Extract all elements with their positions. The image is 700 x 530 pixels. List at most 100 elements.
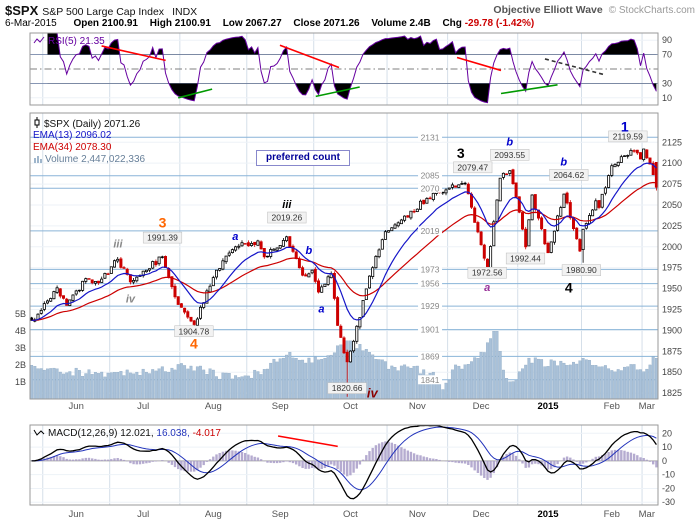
wave-annotation: 4 [565,280,573,296]
candlesticks [30,148,658,397]
price-value-label: 1972.56 [472,268,503,278]
price-panel: 2125 2100 2075 2050 2025 2000 1975 1950 1925 1900… [15,112,682,401]
header-right: Objective Elliott Wave © StockCharts.com [493,4,695,16]
rsi-panel: 90 70 30 10 [29,32,672,106]
ema13-line [31,162,657,321]
preferred-count-label: preferred count [256,150,350,166]
quote-change: Chg -29.78 (-1.42%) [442,18,535,29]
price-value-label: 1980.90 [566,265,597,275]
rsi-trendline [101,45,166,62]
exchange-label: INDX [172,6,198,18]
wave-annotation: a [318,304,324,316]
price-axis-label: 2100 [662,158,682,168]
volume-axis-label: 2B [15,360,26,370]
rsi-axis-label: 70 [662,50,672,60]
quote-volume: Volume 2.4B [371,18,431,29]
wave-annotation: a [232,231,238,243]
oew-pivot-label: 2085 [421,171,440,181]
candlestick-icon [33,117,41,131]
month-label: Aug [205,401,222,412]
price-axis-label: 1950 [662,284,682,294]
price-value-label: 1992.44 [510,254,541,264]
quote-high: High 2100.91 [149,18,211,29]
price-axis-label: 2075 [662,179,682,189]
price-axis-label: 2025 [662,221,682,231]
rsi-trendline [279,44,340,69]
wave-annotation: b [305,245,312,257]
oew-pivot-label: 1841 [421,375,440,385]
wave-annotation: 3 [457,145,465,161]
price-axis-label: 1825 [662,388,682,398]
rsi-axis-label: 10 [662,93,672,103]
price-axis-label: 2050 [662,200,682,210]
price-value-label: 1820.66 [332,383,363,393]
price-axis-label: 1900 [662,325,682,335]
month-label: Mar [639,509,655,520]
oew-pivot-label: 1869 [421,351,440,361]
month-label: Oct [343,509,358,520]
month-label: Mar [639,401,655,412]
macd-axis-label: -30 [662,497,675,507]
oew-pivot-label: 1929 [421,301,440,311]
rsi-line-icon [33,36,45,48]
volume-bars-icon [33,154,42,166]
oew-pivot-label: 2019 [421,226,440,236]
wave-annotation: 3 [159,214,167,230]
wave-annotation: a [484,282,490,294]
price-value-label: 1904.78 [179,326,210,336]
macd-trendline [277,435,338,448]
month-label: Feb [604,401,620,412]
price-axis-label: 2000 [662,242,682,252]
rsi-oversold-fill [129,83,657,103]
price-value-label: 2093.55 [494,150,525,160]
ticker-symbol: $SPX [5,3,39,18]
wave-annotation: 4 [190,336,198,352]
macd-line-icon [33,428,45,440]
month-label: Oct [343,401,358,412]
month-label: Nov [409,401,426,412]
volume-axis-label: 5B [15,309,26,319]
price-value-label: 2019.26 [271,213,302,223]
volume-axis-label: 1B [15,377,26,387]
month-label: Nov [409,509,426,520]
macd-signal-line [31,426,657,491]
rsi-overbought-fill [47,33,657,55]
oew-pivot-label: 2131 [421,132,440,142]
price-axis-label: 1850 [662,367,682,377]
rsi-axis-label: 90 [662,35,672,45]
macd-axis-label: -20 [662,483,675,493]
month-label: 2015 [537,509,559,520]
month-label: Dec [473,401,490,412]
rsi-trendline [544,58,605,76]
price-axis-label: 1875 [662,346,682,356]
ema34-legend: EMA(34) 2078.30 [33,142,112,153]
price-value-label: 2079.47 [457,162,488,172]
rsi-axis-label: 30 [662,78,672,88]
month-label: Jul [137,509,149,520]
rsi-legend: RSI(5) 21.35 [33,36,105,48]
volume-axis-label: 4B [15,326,26,336]
macd-axis-label: 0 [662,456,667,466]
wave-annotation: b [506,136,513,148]
price-legend: $SPX (Daily) 2071.26 [33,117,140,131]
month-label: Jul [137,401,149,412]
rsi-trendline [500,84,558,95]
month-label: 2015 [537,401,559,412]
price-axis-label: 2125 [662,137,682,147]
macd-panel: 20 10 0 -10 -20 -30 [29,424,675,507]
month-label: Sep [272,401,289,412]
volume-axis-label: 3B [15,343,26,353]
quote-open: Open 2100.91 [73,18,138,29]
header-left: $SPX S&P 500 Large Cap Index INDX [5,3,197,18]
wave-annotation: b [560,156,567,168]
ema13-legend: EMA(13) 2096.02 [33,130,112,141]
month-label: Aug [205,509,222,520]
macd-axis-label: 10 [662,442,672,452]
month-label: Jun [69,401,84,412]
index-name: S&P 500 Large Cap Index [42,6,165,18]
oew-pivot-label: 1973 [421,264,440,274]
oew-pivot-label: 2070 [421,183,440,193]
month-label: Sep [272,509,289,520]
